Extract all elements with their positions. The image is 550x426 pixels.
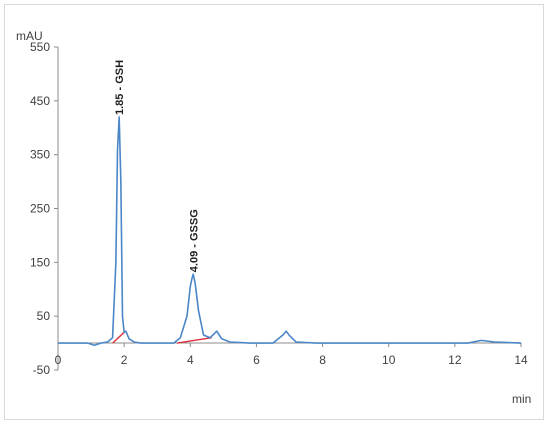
y-tick-label: 150 — [30, 255, 50, 269]
x-tick-label: 2 — [121, 353, 128, 367]
peak-label: 1.85 - GSH — [114, 60, 126, 115]
y-tick-label: 450 — [30, 94, 50, 108]
y-tick-label: -50 — [33, 363, 51, 377]
y-tick-label: 550 — [30, 40, 50, 54]
y-tick-labels: 550 450 350 250 150 50 -50 — [30, 40, 58, 377]
baseline-segment — [176, 337, 212, 344]
x-tick-labels: 0 2 4 6 8 10 12 14 — [55, 343, 528, 367]
axes — [57, 47, 521, 370]
x-tick-label: 14 — [514, 353, 528, 367]
x-tick-label: 10 — [382, 353, 396, 367]
x-tick-label: 4 — [187, 353, 194, 367]
baseline-segment — [112, 331, 125, 344]
y-tick-label: 350 — [30, 148, 50, 162]
chart-frame — [4, 4, 544, 420]
x-tick-label: 6 — [253, 353, 260, 367]
y-tick-label: 250 — [30, 202, 50, 216]
x-tick-label: 8 — [319, 353, 326, 367]
integration-baselines — [112, 331, 212, 344]
chromatogram-trace — [58, 116, 522, 347]
y-tick-label: 50 — [37, 309, 51, 323]
y-axis-unit: mAU — [16, 29, 43, 43]
peak-label: 4.09 - GSSG — [188, 209, 200, 272]
x-tick-label: 12 — [448, 353, 462, 367]
x-tick-label: 0 — [55, 353, 62, 367]
x-axis-unit: min — [512, 392, 531, 406]
peak-annotations: 1.85 - GSH 4.09 - GSSG — [114, 60, 200, 272]
